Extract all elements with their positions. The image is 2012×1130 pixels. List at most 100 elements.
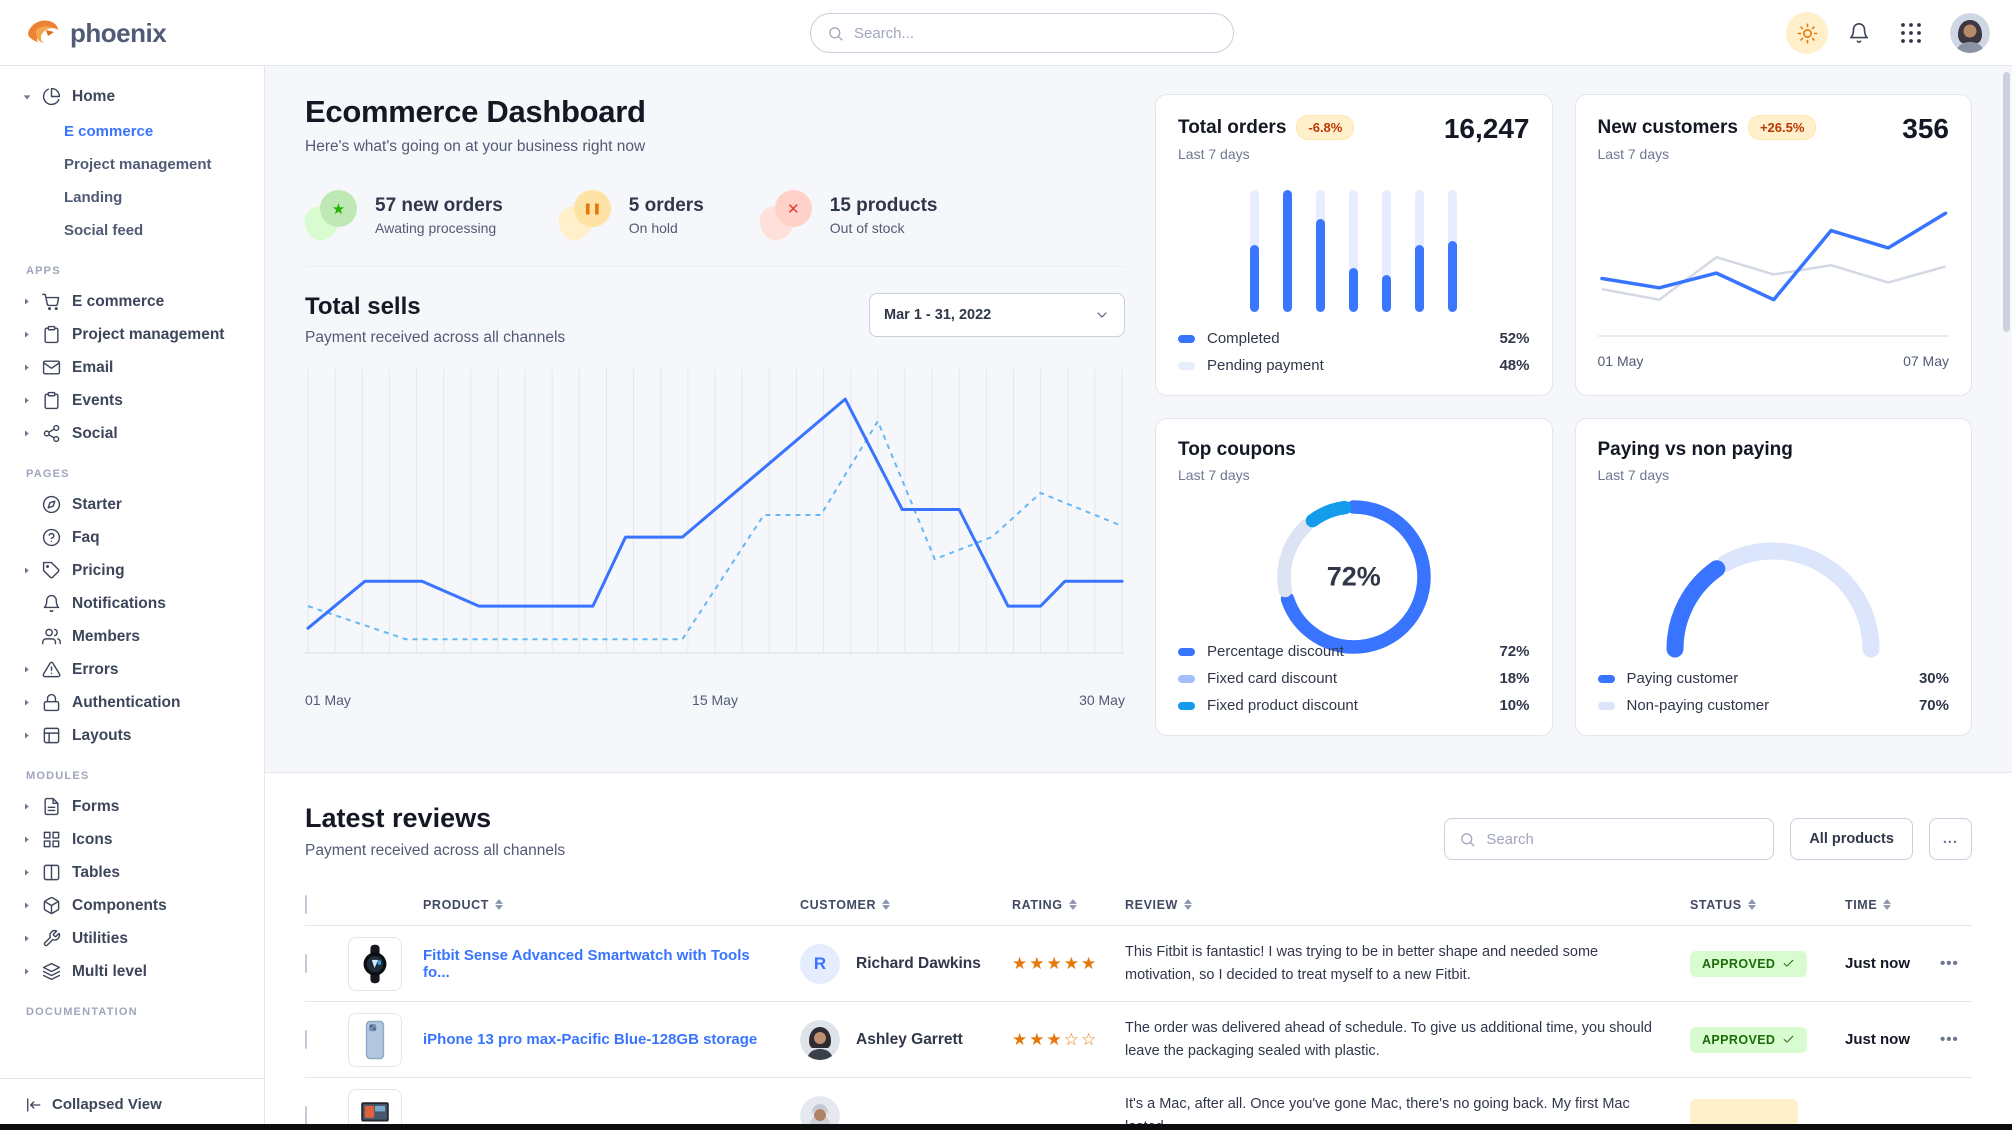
user-avatar[interactable] bbox=[1950, 13, 1990, 53]
sidebar-item-label: E commerce bbox=[72, 292, 165, 310]
sidebar-item-layouts[interactable]: Layouts bbox=[14, 719, 250, 752]
column-header-review[interactable]: REVIEW bbox=[1125, 898, 1690, 912]
sidebar-item-faq[interactable]: Faq bbox=[14, 521, 250, 554]
legend-row: Fixed card discount 18% bbox=[1178, 665, 1530, 692]
sidebar-item-tables[interactable]: Tables bbox=[14, 856, 250, 889]
card-new-customers: New customers +26.5% Last 7 days 356 01 … bbox=[1574, 94, 1972, 396]
sidebar-subitem-social-feed[interactable]: Social feed bbox=[64, 222, 144, 239]
sidebar-item-multi-level[interactable]: Multi level bbox=[14, 955, 250, 988]
product-link[interactable]: iPhone 13 pro max-Pacific Blue-128GB sto… bbox=[423, 1031, 758, 1048]
sidebar-item-pricing[interactable]: Pricing bbox=[14, 554, 250, 587]
sidebar-item-starter[interactable]: Starter bbox=[14, 488, 250, 521]
sidebar-item-e-commerce[interactable]: E commerce bbox=[14, 285, 250, 318]
order-stats-row: ★ 57 new orders Awating processing ❚❚ 5 … bbox=[301, 190, 1125, 267]
caret-icon bbox=[22, 297, 32, 306]
columns-icon bbox=[42, 863, 62, 882]
sidebar-item-components[interactable]: Components bbox=[14, 889, 250, 922]
reviews-search-input[interactable] bbox=[1486, 830, 1760, 848]
sidebar-item-forms[interactable]: Forms bbox=[14, 790, 250, 823]
bar bbox=[1448, 190, 1458, 312]
new-customers-title: New customers bbox=[1597, 116, 1738, 138]
sidebar-subitem-e-commerce[interactable]: E commerce bbox=[64, 123, 154, 140]
dashboard-section: Ecommerce Dashboard Here's what's going … bbox=[265, 66, 2012, 772]
row-checkbox[interactable] bbox=[305, 1029, 307, 1049]
nc-tick-left: 01 May bbox=[1597, 353, 1644, 369]
total-orders-title: Total orders bbox=[1178, 116, 1287, 138]
legend-value: 30% bbox=[1918, 670, 1949, 687]
page-scrollbar[interactable] bbox=[2003, 72, 2010, 332]
sidebar-item-label: Faq bbox=[72, 528, 100, 546]
legend-label: Percentage discount bbox=[1207, 643, 1344, 660]
stat-subtitle: On hold bbox=[628, 219, 678, 236]
sidebar-item-errors[interactable]: Errors bbox=[14, 653, 250, 686]
legend-label: Fixed card discount bbox=[1207, 670, 1338, 687]
search-icon bbox=[827, 25, 844, 42]
file-icon bbox=[42, 797, 62, 816]
sidebar-item-label: Forms bbox=[72, 797, 120, 815]
global-search-input[interactable] bbox=[854, 24, 1217, 42]
reviews-more-button[interactable]: ... bbox=[1928, 818, 1972, 860]
legend-value: 70% bbox=[1918, 697, 1949, 714]
sidebar-section-label: APPS bbox=[26, 265, 61, 277]
topbar: phoenix bbox=[0, 0, 2012, 66]
column-header-product[interactable]: PRODUCT bbox=[423, 898, 800, 912]
review-row: It's a Mac, after all. Once you've gone … bbox=[305, 1078, 1972, 1130]
brand-logo[interactable]: phoenix bbox=[26, 0, 167, 66]
row-checkbox[interactable] bbox=[305, 953, 307, 973]
apps-grid-button[interactable] bbox=[1890, 12, 1932, 54]
row-actions-button[interactable]: ••• bbox=[1940, 955, 1959, 972]
window-bottom-edge bbox=[0, 1124, 2012, 1130]
date-range-value: Mar 1 - 31, 2022 bbox=[884, 307, 992, 323]
column-header-customer[interactable]: CUSTOMER bbox=[800, 898, 1012, 912]
review-time: Just now bbox=[1845, 955, 1911, 972]
caret-icon bbox=[22, 835, 32, 844]
column-header-time[interactable]: TIME bbox=[1845, 898, 1940, 912]
bar bbox=[1316, 190, 1326, 312]
sidebar-item-notifications[interactable]: Notifications bbox=[14, 587, 250, 620]
date-range-select[interactable]: Mar 1 - 31, 2022 bbox=[869, 293, 1125, 337]
compass-icon bbox=[42, 495, 62, 514]
sidebar-item-social[interactable]: Social bbox=[14, 417, 250, 450]
collapse-sidebar-button[interactable]: Collapsed View bbox=[0, 1078, 264, 1130]
global-search[interactable] bbox=[810, 13, 1234, 53]
reviews-search[interactable] bbox=[1444, 818, 1775, 860]
column-header-status[interactable]: STATUS bbox=[1690, 898, 1845, 912]
sidebar-item-events[interactable]: Events bbox=[14, 384, 250, 417]
row-checkbox[interactable] bbox=[305, 1105, 307, 1125]
total-sells-title: Total sells bbox=[305, 293, 421, 320]
column-header-rating[interactable]: RATING bbox=[1012, 898, 1125, 912]
sidebar-item-members[interactable]: Members bbox=[14, 620, 250, 653]
sidebar-item-project-management[interactable]: Project management bbox=[14, 318, 250, 351]
product-link[interactable]: Fitbit Sense Advanced Smartwatch with To… bbox=[423, 946, 750, 981]
stat-subtitle: Out of stock bbox=[829, 219, 905, 236]
reviews-table-header: PRODUCT CUSTOMER RATING REVIEW STATUS TIME bbox=[305, 884, 1972, 926]
sidebar-section-label: PAGES bbox=[26, 468, 70, 480]
all-products-button[interactable]: All products bbox=[1790, 818, 1913, 860]
nc-tick-right: 07 May bbox=[1903, 353, 1949, 369]
customer-name: Ashley Garrett bbox=[856, 1030, 963, 1048]
select-all-checkbox[interactable] bbox=[305, 894, 307, 914]
row-actions-button[interactable]: ••• bbox=[1940, 1031, 1959, 1048]
stat-subtitle: Awating processing bbox=[375, 219, 497, 236]
sidebar-item-authentication[interactable]: Authentication bbox=[14, 686, 250, 719]
sidebar-subitem-project-management[interactable]: Project management bbox=[64, 156, 212, 173]
sidebar-item-label: Project management bbox=[72, 325, 225, 343]
legend-value: 72% bbox=[1499, 643, 1530, 660]
notifications-bell-button[interactable] bbox=[1838, 12, 1880, 54]
reviews-subtitle: Payment received across all channels bbox=[305, 842, 566, 859]
sidebar-item-icons[interactable]: Icons bbox=[14, 823, 250, 856]
bar bbox=[1250, 190, 1260, 312]
pause-icon: ❚❚ bbox=[555, 190, 613, 244]
theme-sun-button[interactable] bbox=[1786, 12, 1828, 54]
sidebar-item-home[interactable]: Home bbox=[14, 80, 250, 113]
top-coupons-donut-chart: 72% bbox=[1178, 489, 1530, 665]
sidebar-item-utilities[interactable]: Utilities bbox=[14, 922, 250, 955]
sidebar-subitem-landing[interactable]: Landing bbox=[64, 189, 123, 206]
review-row: Fitbit Sense Advanced Smartwatch with To… bbox=[305, 926, 1972, 1002]
users-icon bbox=[42, 627, 62, 646]
sidebar-item-email[interactable]: Email bbox=[14, 351, 250, 384]
top-coupons-legend: Percentage discount 72% Fixed card discoun… bbox=[1178, 638, 1530, 719]
paying-title: Paying vs non paying bbox=[1597, 439, 1793, 460]
clipboard-icon bbox=[42, 325, 62, 344]
caret-icon bbox=[22, 731, 32, 740]
